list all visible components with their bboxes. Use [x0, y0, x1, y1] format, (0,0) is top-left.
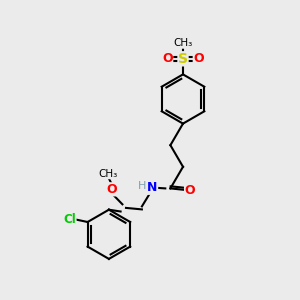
Text: O: O	[184, 184, 195, 197]
Text: Cl: Cl	[63, 213, 76, 226]
Text: O: O	[106, 183, 117, 196]
Text: S: S	[178, 52, 188, 66]
Text: O: O	[193, 52, 204, 65]
Text: CH₃: CH₃	[99, 169, 118, 179]
Text: H: H	[138, 181, 147, 191]
Text: CH₃: CH₃	[173, 38, 193, 48]
Text: N: N	[147, 181, 158, 194]
Text: O: O	[162, 52, 173, 65]
